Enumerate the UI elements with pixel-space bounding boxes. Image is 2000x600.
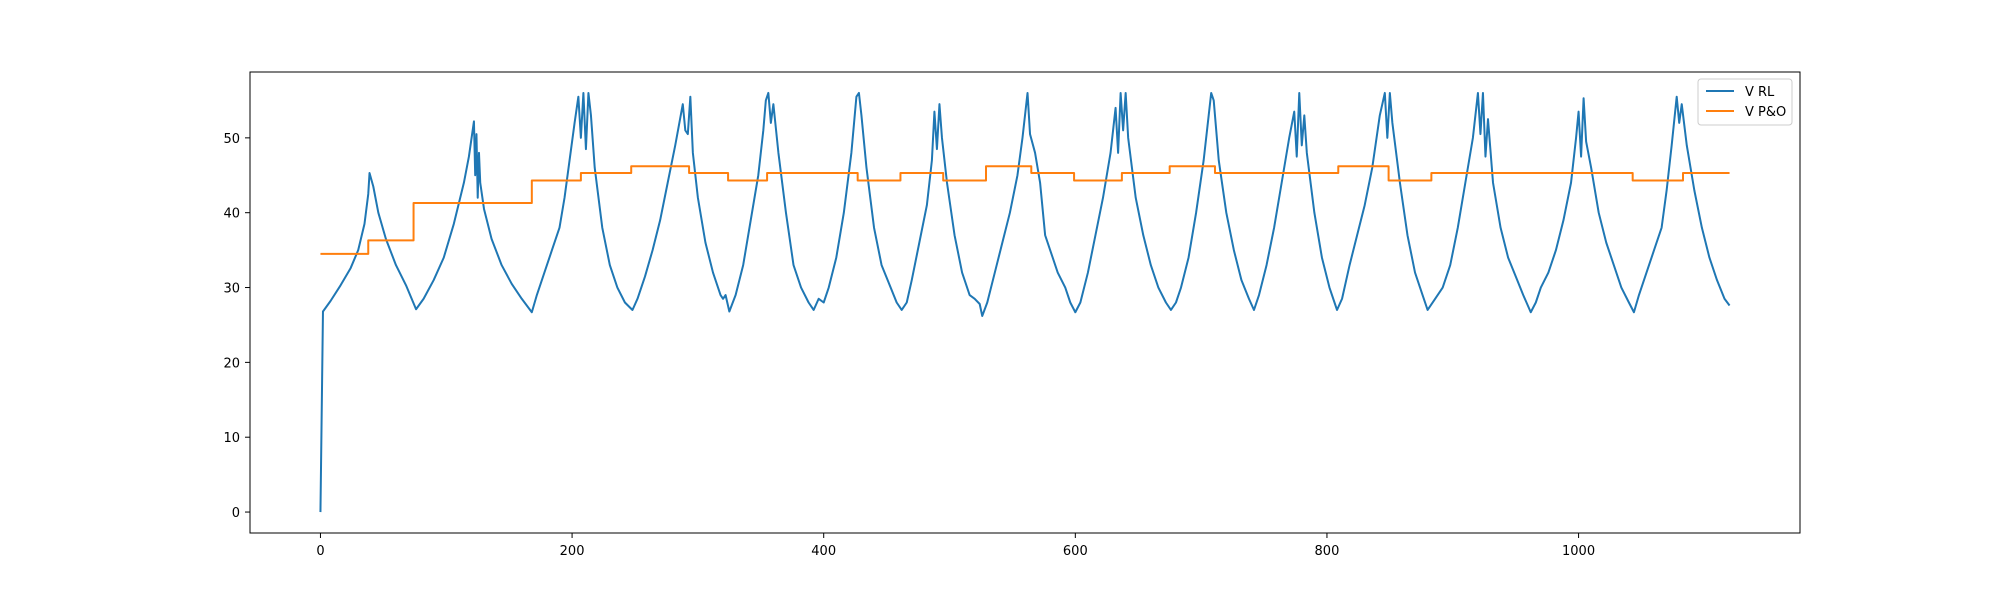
x-tick-label: 0 xyxy=(316,544,324,559)
legend-label-v-rl: V RL xyxy=(1745,85,1775,100)
x-axis: 0 200 400 600 800 1000 xyxy=(316,533,1595,559)
y-axis: 0 10 20 30 40 50 xyxy=(223,132,250,521)
y-tick-label: 10 xyxy=(223,431,240,446)
x-tick-label: 400 xyxy=(811,544,836,559)
y-tick-label: 40 xyxy=(223,207,240,222)
x-tick-label: 600 xyxy=(1063,544,1088,559)
y-tick-label: 30 xyxy=(223,282,240,297)
y-tick-label: 20 xyxy=(223,356,240,371)
x-tick-label: 200 xyxy=(560,544,585,559)
x-tick-label: 800 xyxy=(1315,544,1340,559)
y-tick-label: 50 xyxy=(223,132,240,147)
x-tick-label: 1000 xyxy=(1562,544,1595,559)
y-tick-label: 0 xyxy=(232,506,240,521)
series-line-v-p-o xyxy=(320,165,1730,255)
plot-background xyxy=(250,72,1800,533)
legend-label-v-po: V P&O xyxy=(1745,105,1786,120)
legend: V RL V P&O xyxy=(1697,78,1793,126)
plot-frame xyxy=(249,71,1801,534)
series-line-v-rl xyxy=(319,91,1731,513)
series-layer xyxy=(319,91,1731,513)
